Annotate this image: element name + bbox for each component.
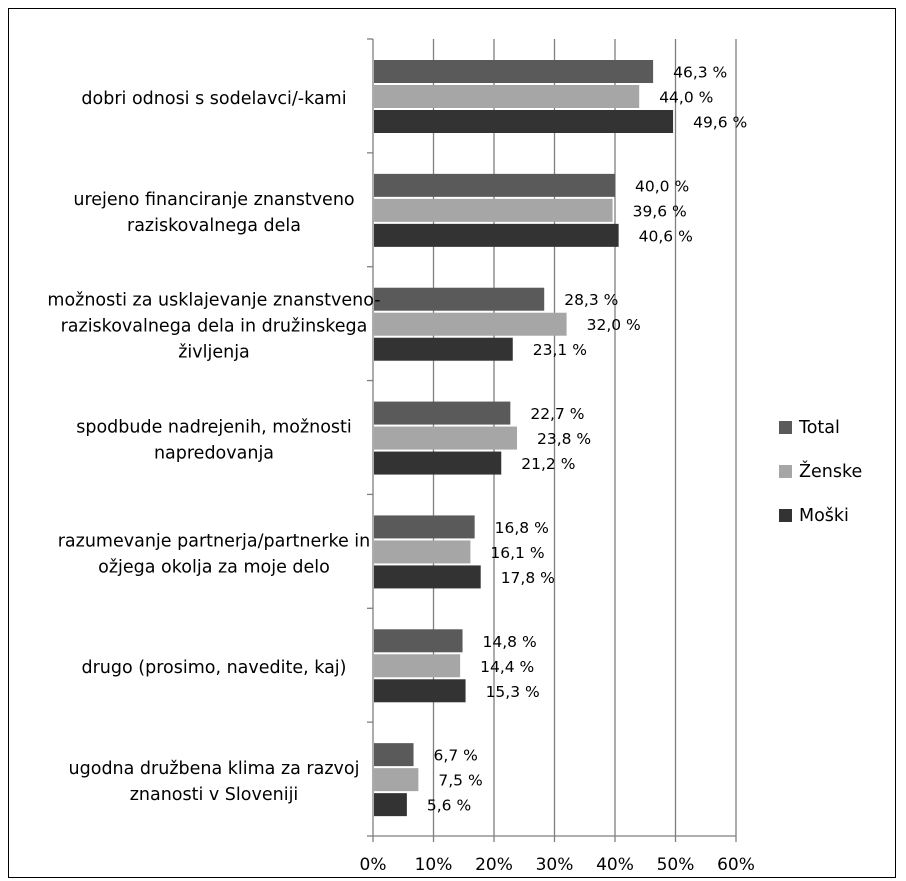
bar-moki-3 — [374, 451, 502, 475]
axes — [367, 38, 737, 842]
category-label-3: spodbude nadrejenih, možnosti napredovanj… — [76, 418, 352, 464]
bar-enske-4 — [374, 540, 471, 564]
legend: Total Ženske Moški — [779, 418, 862, 526]
x-tick-label-30: 30% — [536, 855, 574, 875]
category-label-6: ugodna družbena klima za razvoj znanosti … — [69, 759, 360, 805]
data-label-0-4: 16,8 % — [495, 519, 549, 537]
bar-enske-1 — [374, 198, 613, 222]
legend-swatch-2 — [779, 509, 792, 522]
data-label-1-6: 7,5 % — [438, 772, 482, 790]
gridlines — [432, 39, 737, 836]
bar-total-0 — [374, 60, 654, 83]
category-label-1: urejeno financiranje znanstveno raziskova… — [73, 190, 354, 236]
data-label-1-2: 32,0 % — [587, 316, 641, 334]
legend-swatch-0 — [779, 421, 792, 434]
x-tick-label-40: 40% — [596, 855, 634, 875]
x-tick-label-10: 10% — [415, 855, 453, 875]
bar-total-2 — [374, 287, 545, 311]
bar-enske-3 — [374, 426, 517, 450]
bar-total-6 — [374, 743, 414, 767]
bar-enske-2 — [374, 312, 567, 336]
data-label-2-5: 15,3 % — [486, 683, 540, 701]
bar-enske-0 — [374, 85, 640, 108]
data-label-2-2: 23,1 % — [533, 341, 587, 359]
legend-label-2: Moški — [799, 506, 849, 526]
data-labels: 46,3 % 44,0 % 49,6 % 40,0 % 39,6 % 40,6 % 28,3… — [427, 64, 747, 815]
x-tick-labels: 0% 10% 20% 30% 40% 50% 60% — [360, 855, 755, 875]
data-label-1-5: 14,4 % — [480, 658, 534, 676]
data-label-0-6: 6,7 % — [434, 747, 478, 765]
bar-moki-0 — [374, 110, 674, 133]
data-label-1-3: 23,8 % — [537, 430, 591, 448]
category-label-0: dobri odnosi s sodelavci/-kami — [81, 89, 346, 109]
data-label-2-4: 17,8 % — [501, 569, 555, 587]
data-label-2-1: 40,6 % — [639, 227, 693, 245]
data-label-0-1: 40,0 % — [635, 177, 689, 195]
category-label-4: razumevanje partnerja/partnerke in ožjega… — [58, 531, 371, 577]
data-label-0-5: 14,8 % — [483, 633, 537, 651]
data-label-1-0: 44,0 % — [659, 89, 713, 107]
bar-moki-2 — [374, 337, 513, 361]
data-label-0-3: 22,7 % — [530, 405, 584, 423]
data-label-2-6: 5,6 % — [427, 797, 471, 815]
category-labels: dobri odnosi s sodelavci/-kami urejeno fi… — [47, 89, 380, 805]
data-label-2-3: 21,2 % — [521, 455, 575, 473]
category-label-5: drugo (prosimo, navedite, kaj) — [82, 658, 347, 678]
x-tick-label-60: 60% — [717, 855, 755, 875]
bar-chart: 46,3 % 44,0 % 49,6 % 40,0 % 39,6 % 40,6 % 28,3… — [47, 38, 862, 875]
bar-moki-4 — [374, 565, 481, 589]
x-tick-label-20: 20% — [475, 855, 513, 875]
bar-total-5 — [374, 629, 463, 653]
data-label-1-4: 16,1 % — [490, 544, 544, 562]
bar-moki-5 — [374, 679, 466, 703]
data-label-0-2: 28,3 % — [564, 291, 618, 309]
bar-moki-1 — [374, 223, 619, 247]
data-label-0-0: 46,3 % — [673, 64, 727, 82]
x-tick-label-50: 50% — [657, 855, 695, 875]
data-label-1-1: 39,6 % — [633, 202, 687, 220]
bar-enske-5 — [374, 654, 461, 678]
bar-total-1 — [374, 173, 615, 197]
legend-label-1: Ženske — [799, 460, 862, 482]
data-label-2-0: 49,6 % — [693, 114, 747, 132]
bar-total-4 — [374, 515, 475, 539]
chart-frame: 46,3 % 44,0 % 49,6 % 40,0 % 39,6 % 40,6 % 28,3… — [8, 8, 896, 878]
category-label-2: možnosti za usklajevanje znanstveno-razi… — [47, 291, 380, 363]
legend-swatch-1 — [779, 465, 792, 478]
bar-enske-6 — [374, 768, 419, 792]
bars — [374, 60, 674, 817]
bar-moki-6 — [374, 793, 407, 817]
x-tick-label-0: 0% — [360, 855, 387, 875]
legend-label-0: Total — [798, 418, 840, 438]
bar-total-3 — [374, 401, 511, 425]
